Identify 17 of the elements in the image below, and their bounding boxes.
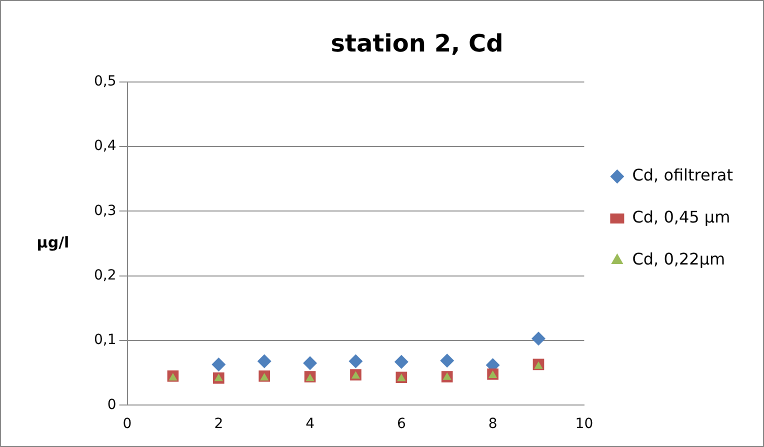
chart-title: station 2, Cd [330,30,504,58]
x-tick-label: 2 [214,416,224,432]
x-tick-label: 8 [488,416,498,432]
legend-label: Cd, ofiltrerat [632,166,733,185]
y-tick-label: 0,4 [94,138,116,154]
x-tick-label: 4 [306,416,315,432]
y-tick-label: 0,5 [94,73,116,90]
y-tick-label: 0,2 [94,267,116,284]
x-tick-label: 0 [122,416,132,432]
y-axis-title: µg/l [36,233,70,252]
y-tick-label: 0,3 [94,202,116,219]
x-tick-label: 6 [396,416,406,432]
y-tick-label: 0,1 [94,332,116,348]
legend-label: Cd, 0,22µm [632,250,726,269]
y-tick-label: 0 [107,396,116,413]
x-tick-label: 10 [575,416,594,432]
legend-label: Cd, 0,45 µm [632,208,730,227]
